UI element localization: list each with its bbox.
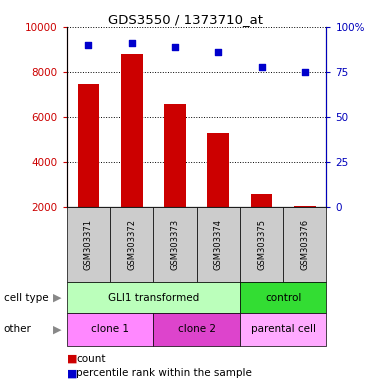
Point [302, 69, 308, 75]
Point [129, 40, 135, 46]
Text: count: count [76, 354, 106, 364]
Text: GSM303371: GSM303371 [84, 219, 93, 270]
Text: clone 1: clone 1 [91, 324, 129, 334]
Text: percentile rank within the sample: percentile rank within the sample [76, 368, 252, 378]
Bar [207, 133, 229, 207]
Text: control: control [265, 293, 301, 303]
Text: parental cell: parental cell [251, 324, 316, 334]
Point [85, 42, 91, 48]
Text: ■: ■ [67, 368, 77, 378]
Text: ■: ■ [67, 354, 77, 364]
Point [172, 44, 178, 50]
Text: GDS3550 / 1373710_at: GDS3550 / 1373710_at [108, 13, 263, 26]
Text: cell type: cell type [4, 293, 48, 303]
Text: ▶: ▶ [53, 324, 62, 334]
Text: GSM303372: GSM303372 [127, 219, 136, 270]
Point [215, 49, 221, 55]
Bar [78, 84, 99, 207]
Bar [164, 104, 186, 207]
Text: other: other [4, 324, 32, 334]
Text: GSM303374: GSM303374 [214, 219, 223, 270]
Text: GSM303375: GSM303375 [257, 219, 266, 270]
Bar [121, 54, 142, 207]
Bar [294, 206, 316, 207]
Point [259, 63, 265, 70]
Text: GSM303373: GSM303373 [171, 219, 180, 270]
Text: GLI1 transformed: GLI1 transformed [108, 293, 199, 303]
Text: clone 2: clone 2 [178, 324, 216, 334]
Text: GSM303376: GSM303376 [301, 219, 309, 270]
Text: ▶: ▶ [53, 293, 62, 303]
Bar [251, 194, 272, 207]
